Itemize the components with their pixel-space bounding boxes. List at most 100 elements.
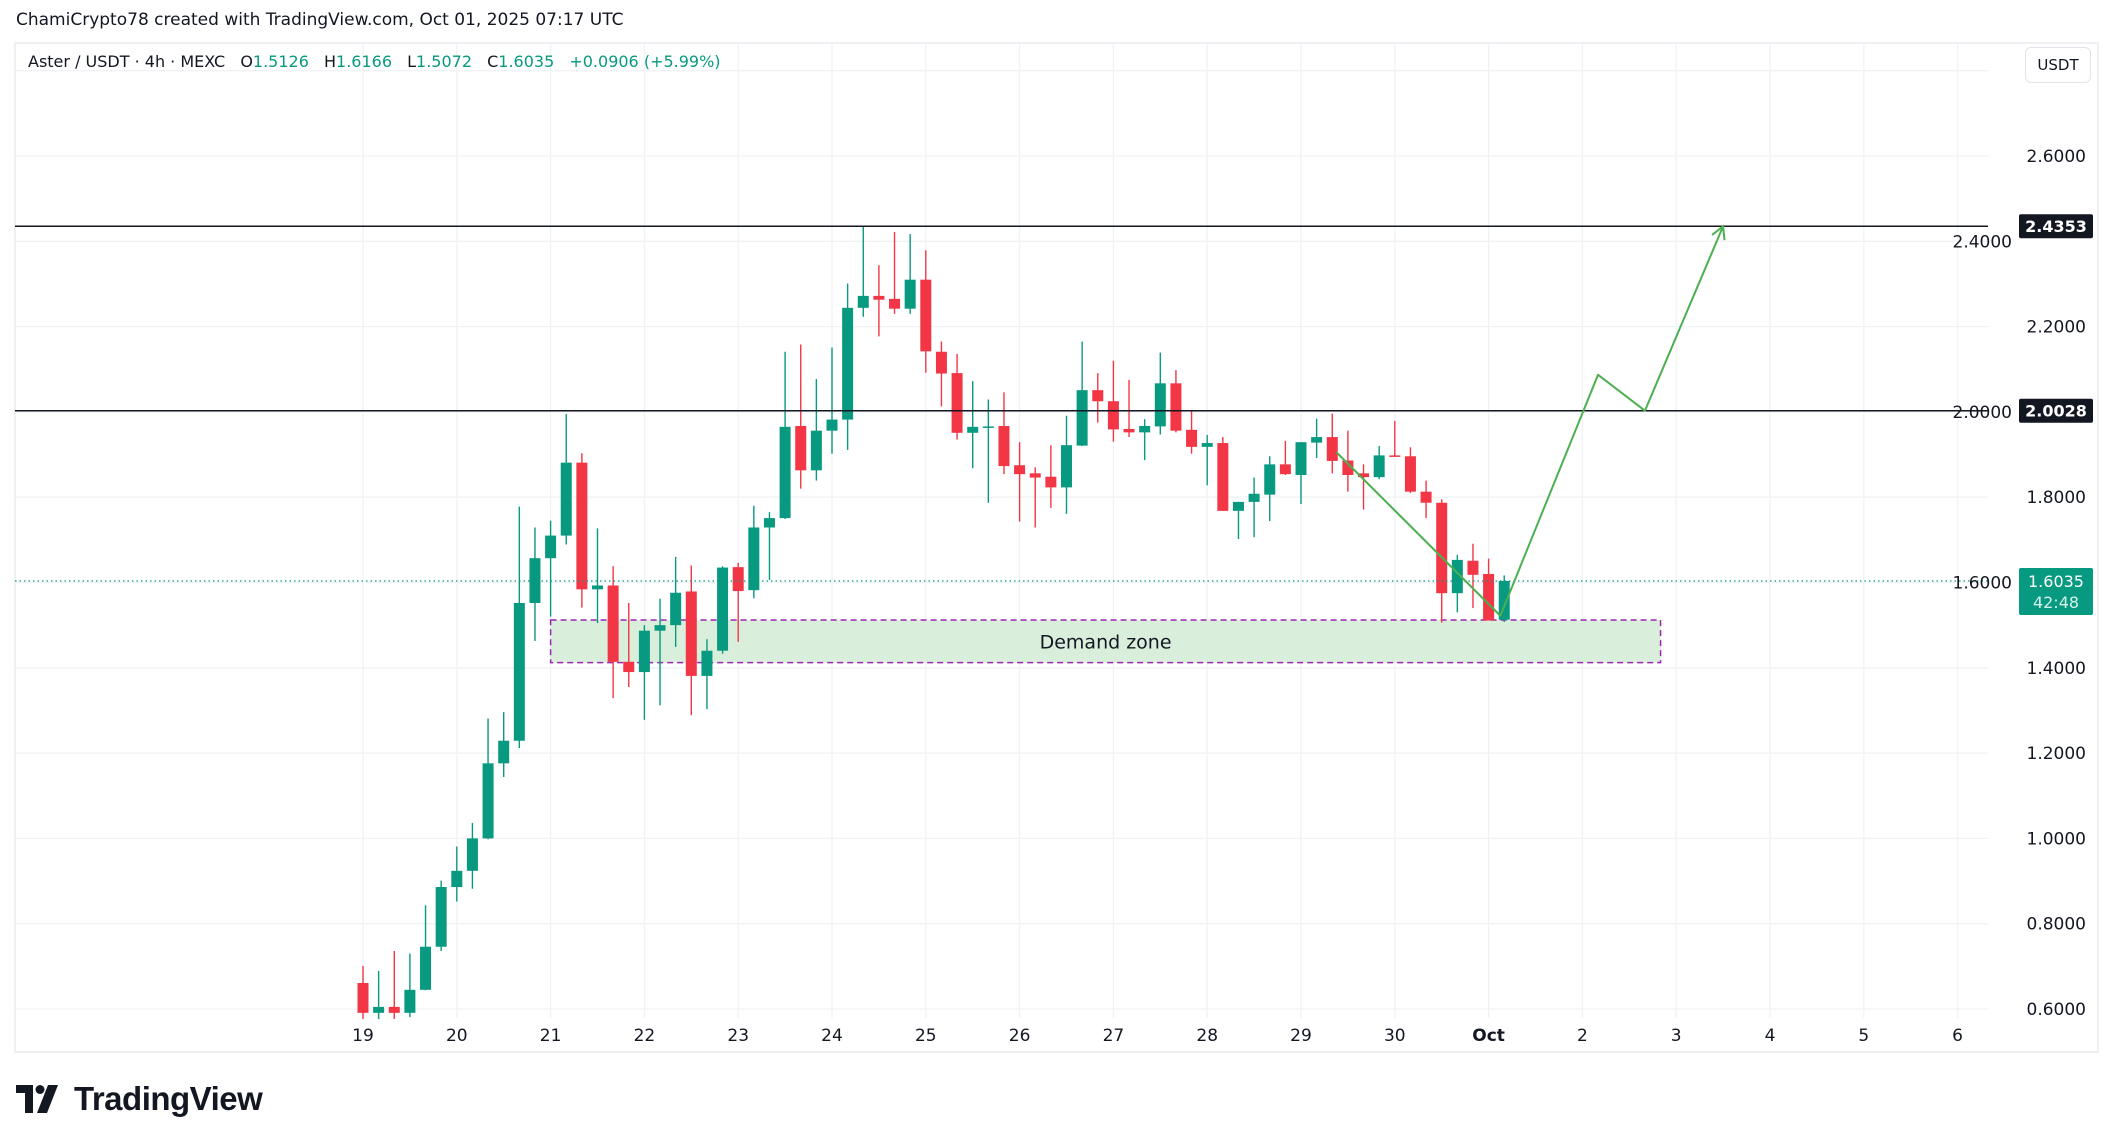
candle-up[interactable]: [404, 953, 416, 1018]
projection-path-line[interactable]: [1335, 225, 1725, 617]
candle-body: [717, 567, 729, 651]
candle-up[interactable]: [982, 399, 994, 503]
candle-up[interactable]: [1373, 446, 1385, 480]
candle-up[interactable]: [1232, 501, 1244, 539]
candle-down[interactable]: [1467, 543, 1479, 609]
candle-up[interactable]: [967, 381, 979, 469]
date-tick-label: 2: [1577, 1026, 1588, 1046]
candle-down[interactable]: [795, 344, 807, 489]
candle-body: [1061, 445, 1072, 488]
candle-up[interactable]: [701, 639, 713, 710]
candle-up[interactable]: [638, 625, 650, 720]
candle-down[interactable]: [1014, 442, 1026, 522]
candle-up[interactable]: [763, 512, 775, 580]
candle-up[interactable]: [466, 823, 478, 889]
candle-up[interactable]: [842, 283, 854, 450]
tradingview-logo[interactable]: TradingView: [16, 1080, 263, 1118]
candle-body: [1420, 491, 1432, 503]
candle-down[interactable]: [576, 453, 588, 608]
candle-up[interactable]: [810, 379, 822, 481]
candle-down[interactable]: [1279, 440, 1291, 476]
candle-up[interactable]: [545, 520, 557, 617]
candle-body: [1029, 473, 1041, 478]
candle-down[interactable]: [607, 566, 619, 699]
candle-down[interactable]: [1326, 413, 1338, 474]
candle-up[interactable]: [451, 846, 463, 902]
candle-up[interactable]: [420, 905, 432, 991]
candle-body: [1045, 476, 1057, 488]
candle-down[interactable]: [951, 353, 963, 440]
candle-up[interactable]: [592, 528, 603, 624]
candle-down[interactable]: [889, 231, 901, 314]
high-label: H: [323, 52, 337, 71]
candle-up[interactable]: [482, 718, 494, 840]
candle-up[interactable]: [1498, 575, 1510, 623]
candle-down[interactable]: [1170, 370, 1182, 433]
candle-down[interactable]: [623, 602, 635, 687]
candle-up[interactable]: [1061, 415, 1072, 514]
level-price-label: 2.0028: [2025, 402, 2087, 421]
price-labels: 2.4353 2.0028 1.6035 42:48: [2019, 214, 2093, 616]
candle-down[interactable]: [1092, 373, 1104, 423]
candle-up[interactable]: [748, 505, 760, 599]
date-tick-label: 5: [1858, 1026, 1869, 1046]
candle-up[interactable]: [1139, 419, 1151, 461]
candle-up[interactable]: [904, 234, 916, 314]
candle-up[interactable]: [1311, 418, 1323, 458]
candle-up[interactable]: [529, 527, 541, 641]
candle-down[interactable]: [388, 950, 400, 1029]
date-tick-label: 30: [1384, 1026, 1406, 1046]
candle-down[interactable]: [1107, 360, 1119, 442]
candle-up[interactable]: [1076, 341, 1088, 447]
candle-down[interactable]: [732, 562, 744, 642]
candle-up[interactable]: [779, 351, 791, 519]
candle-down[interactable]: [1436, 499, 1448, 623]
candle-up[interactable]: [1248, 477, 1260, 538]
candle-up[interactable]: [1295, 442, 1307, 505]
candle-up[interactable]: [435, 880, 447, 951]
candle-down[interactable]: [1217, 437, 1229, 511]
date-tick-label: 26: [1009, 1026, 1031, 1046]
candle-down[interactable]: [1483, 558, 1495, 621]
candle-down[interactable]: [1186, 411, 1198, 454]
candle-down[interactable]: [873, 265, 885, 337]
candle-up[interactable]: [560, 414, 572, 545]
candle-down[interactable]: [357, 965, 369, 1021]
candle-down[interactable]: [1389, 420, 1401, 457]
candle-up[interactable]: [717, 566, 729, 654]
candle-body: [420, 946, 432, 990]
candle-down[interactable]: [1029, 467, 1041, 528]
candle-body: [638, 630, 650, 673]
candle-down[interactable]: [935, 341, 947, 407]
candle-down[interactable]: [998, 392, 1010, 475]
candle-up[interactable]: [513, 506, 525, 748]
bar-countdown-label: 42:48: [2033, 593, 2079, 612]
candle-down[interactable]: [1342, 430, 1354, 492]
candle-body: [1154, 383, 1166, 427]
low-value: 1.5072: [416, 52, 472, 71]
candle-down[interactable]: [685, 565, 697, 716]
candle-down[interactable]: [920, 250, 932, 373]
candle-down[interactable]: [1045, 445, 1057, 508]
candle-up[interactable]: [1154, 352, 1166, 435]
candle-down[interactable]: [1358, 464, 1370, 510]
candle-body: [1326, 437, 1338, 461]
demand-zone-rect[interactable]: [549, 619, 1662, 664]
currency-unit-button[interactable]: USDT: [2025, 47, 2091, 83]
candle-up[interactable]: [1264, 456, 1276, 522]
candle-up[interactable]: [826, 347, 838, 454]
date-tick-label: 23: [727, 1026, 749, 1046]
candle-down[interactable]: [1123, 379, 1135, 438]
candle-up[interactable]: [498, 712, 510, 777]
candle-up[interactable]: [857, 225, 869, 317]
candle-up[interactable]: [1451, 554, 1463, 613]
candle-up[interactable]: [1201, 434, 1213, 486]
demand-zone: Demand zone: [549, 619, 1662, 664]
candle-down[interactable]: [1404, 447, 1416, 493]
candle-up[interactable]: [670, 556, 682, 647]
candle-down[interactable]: [1420, 480, 1432, 519]
candle-up[interactable]: [373, 971, 385, 1021]
price-tick-label: 2.2000: [2027, 318, 2086, 338]
candle-up[interactable]: [654, 598, 666, 706]
